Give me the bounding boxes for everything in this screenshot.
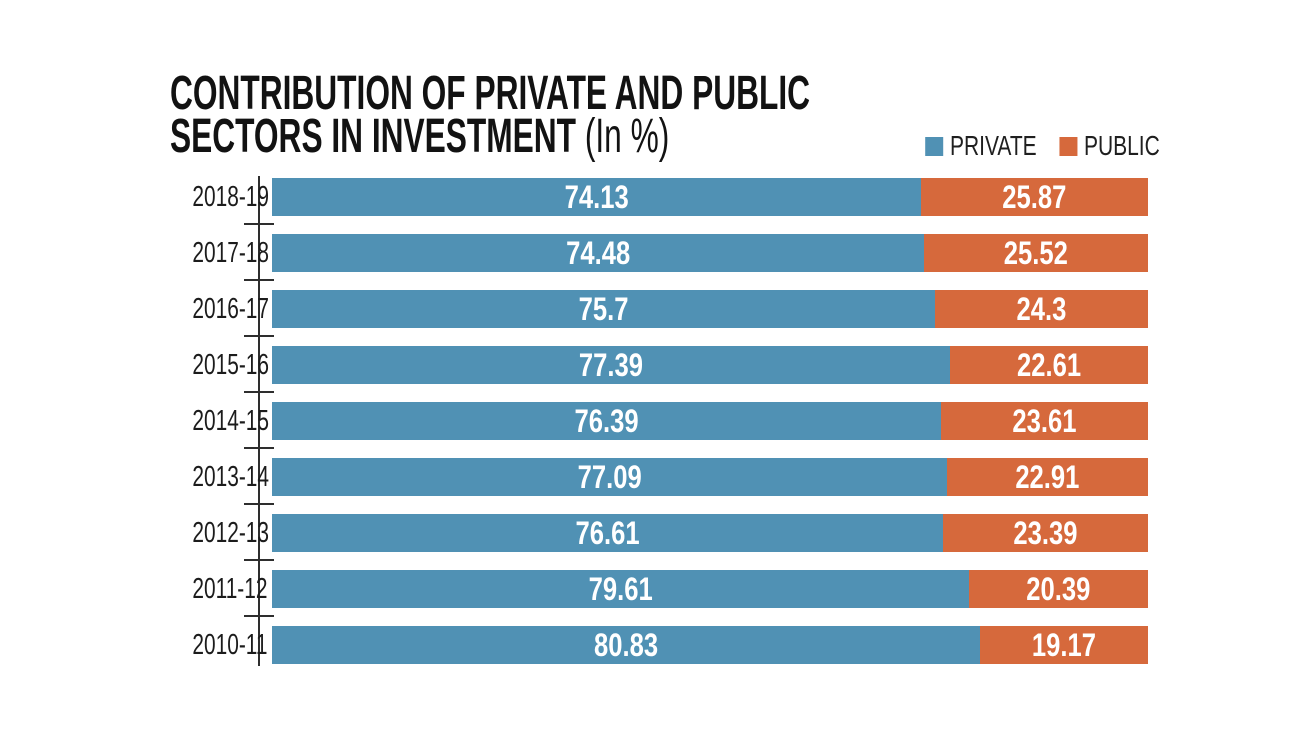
chart-row: 2011-12 79.61 20.39 <box>170 570 1148 626</box>
legend-swatch-public-icon <box>1059 136 1078 156</box>
stacked-bar: 74.13 25.87 <box>272 178 1148 216</box>
value-label-public: 24.3 <box>1016 290 1067 327</box>
value-label-private: 79.61 <box>588 570 653 607</box>
chart-row: 2013-14 77.09 22.91 <box>170 458 1148 514</box>
chart-row: 2015-16 77.39 22.61 <box>170 346 1148 402</box>
chart-row: 2014-15 76.39 23.61 <box>170 402 1148 458</box>
value-label-private: 76.39 <box>574 402 639 439</box>
legend-swatch-private-icon <box>925 136 944 156</box>
y-axis-line <box>258 176 260 666</box>
chart-title-units: (In %) <box>576 110 670 163</box>
bar-segment-public: 22.91 <box>947 458 1148 496</box>
bar-segment-private: 74.48 <box>272 234 925 272</box>
value-label-private: 80.83 <box>593 626 659 663</box>
category-label: 2015-16 <box>192 349 270 381</box>
stacked-bar: 77.39 22.61 <box>272 346 1148 384</box>
bar-segment-public: 25.87 <box>921 178 1148 216</box>
bar-segment-private: 76.39 <box>272 402 942 440</box>
legend: PRIVATE PUBLIC <box>925 130 1160 162</box>
stacked-bar: 74.48 25.52 <box>272 234 1148 272</box>
stacked-bar: 75.7 24.3 <box>272 290 1148 328</box>
chart-row: 2018-19 74.13 25.87 <box>170 178 1148 234</box>
value-label-public: 20.39 <box>1026 570 1091 607</box>
bar-segment-private: 75.7 <box>272 290 936 328</box>
value-label-private: 77.09 <box>577 458 642 495</box>
bar-segment-public: 25.52 <box>924 234 1148 272</box>
bar-segment-public: 24.3 <box>935 290 1148 328</box>
category-label: 2017-18 <box>192 237 270 269</box>
category-label: 2013-14 <box>192 461 270 493</box>
chart-row: 2012-13 76.61 23.39 <box>170 514 1148 570</box>
bar-segment-public: 19.17 <box>980 626 1148 664</box>
bar-segment-private: 80.83 <box>272 626 981 664</box>
bar-segment-public: 20.39 <box>969 570 1148 608</box>
stacked-bar: 79.61 20.39 <box>272 570 1148 608</box>
category-label: 2010-11 <box>192 629 268 661</box>
bar-segment-public: 22.61 <box>949 346 1148 384</box>
stacked-bar: 80.83 19.17 <box>272 626 1148 664</box>
value-label-public: 22.91 <box>1015 458 1080 495</box>
bar-rows: 2018-19 74.13 25.87 2017-18 74.48 25.52 … <box>170 178 1148 682</box>
stacked-bar: 76.61 23.39 <box>272 514 1148 552</box>
chart-title-line1: CONTRIBUTION OF PRIVATE AND PUBLIC <box>170 67 811 120</box>
bar-segment-public: 23.61 <box>941 402 1148 440</box>
chart-row: 2010-11 80.83 19.17 <box>170 626 1148 682</box>
value-label-public: 25.87 <box>1002 178 1067 215</box>
chart-row: 2016-17 75.7 24.3 <box>170 290 1148 346</box>
chart-row: 2017-18 74.48 25.52 <box>170 234 1148 290</box>
category-label: 2016-17 <box>192 293 270 325</box>
bar-segment-private: 77.39 <box>272 346 950 384</box>
value-label-private: 74.13 <box>564 178 629 215</box>
legend-label-private: PRIVATE <box>950 130 1037 161</box>
bar-segment-private: 77.09 <box>272 458 948 496</box>
legend-item-private: PRIVATE <box>925 130 1037 162</box>
bar-segment-private: 74.13 <box>272 178 922 216</box>
chart-title: CONTRIBUTION OF PRIVATE AND PUBLIC SECTO… <box>170 67 811 163</box>
bar-segment-public: 23.39 <box>943 514 1148 552</box>
value-label-public: 22.61 <box>1016 346 1081 383</box>
value-label-public: 19.17 <box>1031 626 1097 663</box>
category-label: 2018-19 <box>192 181 270 213</box>
bar-segment-private: 76.61 <box>272 514 944 552</box>
category-label: 2012-13 <box>192 517 270 549</box>
category-label: 2011-12 <box>192 573 268 605</box>
value-label-public: 23.61 <box>1012 402 1077 439</box>
stacked-bar: 76.39 23.61 <box>272 402 1148 440</box>
category-label: 2014-15 <box>192 405 270 437</box>
value-label-private: 76.61 <box>575 514 640 551</box>
legend-label-public: PUBLIC <box>1084 130 1160 161</box>
value-label-private: 75.7 <box>578 290 629 327</box>
value-label-public: 23.39 <box>1013 514 1078 551</box>
stacked-bar: 77.09 22.91 <box>272 458 1148 496</box>
chart-title-line2: SECTORS IN INVESTMENT (In %) <box>170 110 670 163</box>
value-label-public: 25.52 <box>1004 234 1069 271</box>
value-label-private: 74.48 <box>566 234 631 271</box>
value-label-private: 77.39 <box>578 346 643 383</box>
legend-item-public: PUBLIC <box>1059 130 1160 162</box>
bar-segment-private: 79.61 <box>272 570 970 608</box>
